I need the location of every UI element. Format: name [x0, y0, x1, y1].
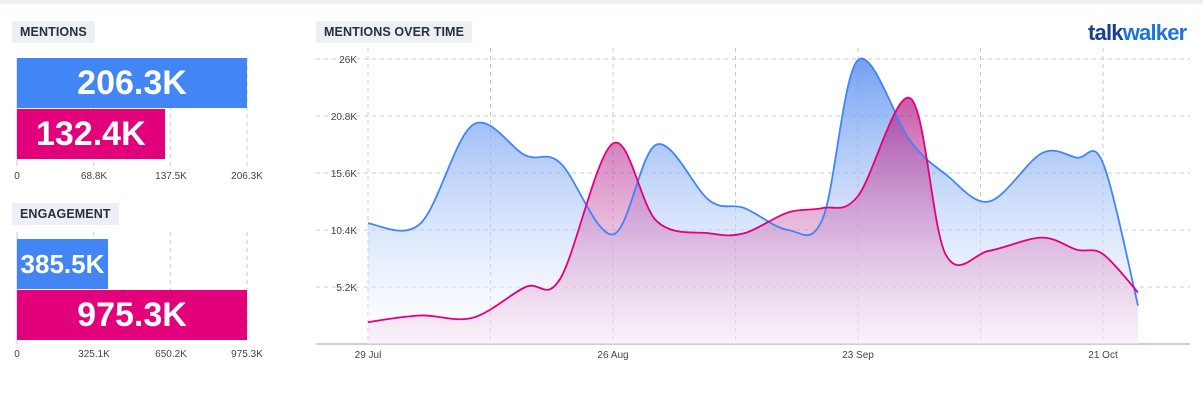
top-divider	[0, 0, 1203, 4]
time-area-pink	[368, 97, 1138, 344]
mentions-bar-blue: 206.3K	[17, 58, 247, 108]
time-x-tick: 21 Oct	[1088, 350, 1118, 361]
time-y-tick: 20.8K	[331, 112, 357, 123]
engagement-axis-tick-3: 975.3K	[231, 349, 263, 360]
logo-text-talk: talk	[1088, 20, 1124, 45]
mentions-axis-tick-2: 137.5K	[155, 171, 187, 182]
mentions-axis-tick-1: 68.8K	[80, 171, 108, 182]
engagement-axis-tick-0: 0	[14, 349, 20, 360]
time-y-tick: 26K	[339, 55, 357, 66]
mentions-bar-blue-label: 206.3K	[77, 63, 187, 102]
time-line-pink	[367, 97, 1139, 323]
mentions-axis-tick-0: 0	[14, 171, 20, 182]
time-line-blue	[367, 57, 1139, 306]
mentions-over-time-label: MENTIONS OVER TIME	[316, 21, 473, 43]
time-y-tick: 15.6K	[331, 169, 357, 180]
engagement-axis-tick-2: 650.2K	[155, 349, 187, 360]
mentions-section-label: MENTIONS	[12, 21, 95, 43]
mentions-bar-pink-label: 132.4K	[35, 114, 146, 153]
engagement-bar-pink: 975.3K	[17, 290, 247, 340]
time-x-tick: 29 Jul	[355, 350, 382, 361]
mentions-axis-tick-3: 206.3K	[231, 171, 263, 182]
engagement-axis-tick-1: 325.1K	[78, 349, 110, 360]
engagement-bar-pink-label: 975.3K	[77, 295, 187, 334]
time-x-tick: 23 Sep	[842, 350, 874, 361]
time-y-tick: 10.4K	[331, 226, 357, 237]
engagement-section-label: ENGAGEMENT	[12, 203, 119, 225]
engagement-bar-blue: 385.5K	[17, 239, 108, 289]
logo-text-walker: walker	[1122, 20, 1187, 45]
time-y-tick: 5.2K	[336, 283, 357, 294]
talkwalker-logo: talkwalker	[1088, 20, 1187, 46]
mentions-bar-pink: 132.4K	[17, 109, 165, 159]
time-x-tick: 26 Aug	[597, 350, 628, 361]
engagement-bar-blue-label: 385.5K	[20, 248, 105, 279]
